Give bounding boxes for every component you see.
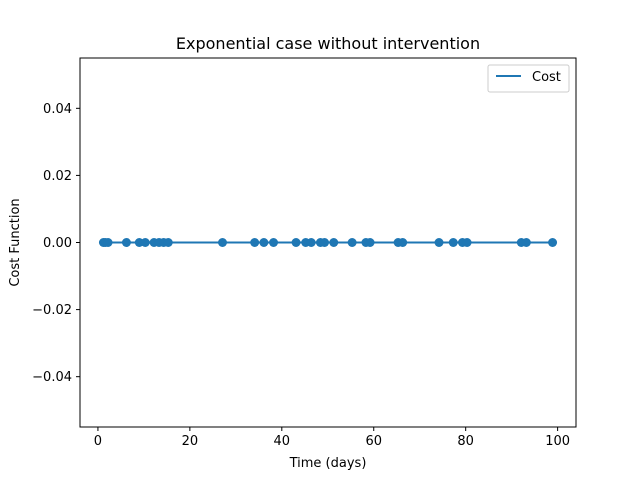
data-point bbox=[140, 238, 150, 247]
data-point bbox=[121, 238, 131, 247]
data-point bbox=[448, 238, 458, 247]
x-tick-label: 0 bbox=[94, 434, 102, 449]
legend-label-cost: Cost bbox=[532, 70, 561, 85]
data-point bbox=[320, 238, 330, 247]
x-tick-label: 100 bbox=[545, 434, 570, 449]
y-tick-label: −0.04 bbox=[32, 370, 72, 385]
chart-title: Exponential case without intervention bbox=[176, 34, 480, 53]
data-point bbox=[548, 238, 558, 247]
y-axis-label: Cost Function bbox=[8, 198, 23, 286]
x-axis-label: Time (days) bbox=[289, 456, 367, 471]
data-point bbox=[521, 238, 531, 247]
data-point bbox=[103, 238, 113, 247]
x-tick-label: 80 bbox=[457, 434, 474, 449]
y-tick-label: 0.00 bbox=[43, 236, 72, 251]
plot-marks bbox=[98, 238, 558, 247]
y-axis-ticks: −0.04 −0.02 0.00 0.02 0.04 bbox=[32, 102, 80, 385]
data-point bbox=[347, 238, 357, 247]
data-point bbox=[291, 238, 301, 247]
data-point bbox=[306, 238, 316, 247]
y-tick-label: −0.02 bbox=[32, 303, 72, 318]
data-point bbox=[398, 238, 408, 247]
data-point bbox=[163, 238, 173, 247]
y-tick-label: 0.02 bbox=[43, 169, 72, 184]
y-tick-label: 0.04 bbox=[43, 102, 72, 117]
data-point bbox=[218, 238, 228, 247]
data-point bbox=[365, 238, 375, 247]
data-point bbox=[250, 238, 260, 247]
legend: Cost bbox=[487, 64, 570, 93]
data-point bbox=[259, 238, 269, 247]
data-point bbox=[329, 238, 339, 247]
data-point bbox=[462, 238, 472, 247]
legend-box bbox=[487, 64, 570, 93]
x-tick-label: 60 bbox=[365, 434, 382, 449]
x-tick-label: 20 bbox=[182, 434, 199, 449]
x-axis-ticks: 0 20 40 60 80 100 bbox=[94, 427, 570, 449]
x-tick-label: 40 bbox=[274, 434, 291, 449]
data-point bbox=[434, 238, 444, 247]
data-point bbox=[269, 238, 279, 247]
